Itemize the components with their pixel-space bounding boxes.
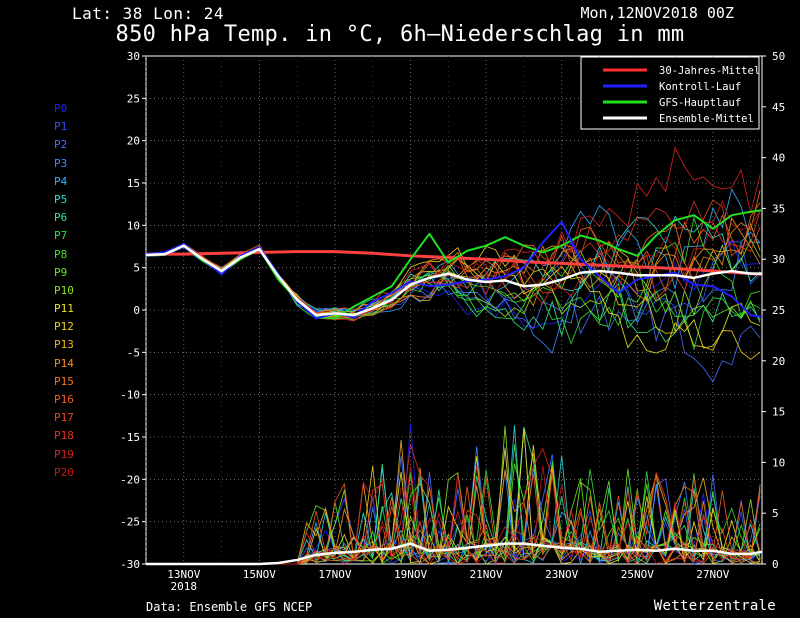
y-right-tick-label: 40 <box>772 152 785 165</box>
member-temp-line-p15 <box>145 190 761 321</box>
member-label-p10: P10 <box>54 283 74 297</box>
x-tick-label: 21NOV <box>470 568 503 581</box>
y-right-tick-label: 0 <box>772 558 779 571</box>
y-left-tick-label: -10 <box>120 389 140 402</box>
member-label-p9: P9 <box>54 265 68 279</box>
member-label-p20: P20 <box>54 465 74 479</box>
legend-entry-label: Ensemble-Mittel <box>659 113 754 125</box>
legend-entry-label: 30-Jahres-Mittel <box>659 65 760 77</box>
y-left-tick-label: -15 <box>120 431 140 444</box>
series-ensemble-mittel <box>145 244 762 317</box>
y-right-tick-label: 20 <box>772 355 785 368</box>
y-left-tick-label: -25 <box>120 516 140 529</box>
member-label-p15: P15 <box>54 374 74 388</box>
y-left-tick-label: 0 <box>133 304 140 317</box>
x-tick-label: 27NOV <box>696 568 729 581</box>
y-right-tick-label: 15 <box>772 406 785 419</box>
member-temp-line-p2 <box>145 245 761 383</box>
member-label-p4: P4 <box>54 174 68 188</box>
member-label-p3: P3 <box>54 156 68 170</box>
x-tick-label: 25NOV <box>621 568 654 581</box>
member-label-p5: P5 <box>54 192 68 206</box>
data-source-label: Data: Ensemble GFS NCEP <box>146 600 313 614</box>
member-label-p16: P16 <box>54 393 74 406</box>
y-right-tick-label: 35 <box>772 202 785 215</box>
y-left-tick-label: 10 <box>127 219 140 232</box>
member-label-p14: P14 <box>54 356 74 370</box>
x-tick-label: 19NOV <box>394 568 427 581</box>
y-left-tick-label: 5 <box>133 262 140 275</box>
y-right-tick-label: 50 <box>772 50 785 63</box>
y-left-tick-label: 20 <box>127 135 140 148</box>
location-label: Lat: 38 Lon: 24 <box>72 4 224 23</box>
y-left-tick-label: 30 <box>127 50 140 63</box>
member-label-p6: P6 <box>54 211 68 225</box>
x-tick-label: 15NOV <box>243 568 276 581</box>
member-label-p18: P18 <box>54 429 74 443</box>
y-left-tick-label: -5 <box>127 346 140 359</box>
y-right-tick-label: 25 <box>772 304 785 317</box>
y-left-tick-label: 25 <box>127 92 140 105</box>
legend-entry-label: GFS-Hauptlauf <box>659 97 741 109</box>
member-label-p11: P11 <box>54 302 74 316</box>
member-label-p17: P17 <box>54 411 74 425</box>
y-left-tick-label: -30 <box>120 558 140 571</box>
member-label-p2: P2 <box>54 138 68 152</box>
legend-entry-label: Kontroll-Lauf <box>659 81 741 93</box>
y-right-tick-label: 10 <box>772 456 785 469</box>
member-label-p8: P8 <box>54 247 68 261</box>
run-date-label: Mon,12NOV2018 00Z <box>580 4 734 22</box>
y-right-tick-label: 45 <box>772 101 785 114</box>
ensemble-member-list: P0 P1 P2 P3 P4 P5 P6 P7 P8 P9 P10 P11 P12 P13 P14 P15 P1… <box>54 100 74 482</box>
member-label-p19: P19 <box>54 447 74 461</box>
series-ensemble-mittel-niederschlag <box>146 542 763 566</box>
y-right-tick-label: 5 <box>772 507 779 520</box>
y-left-tick-label: 15 <box>127 177 140 190</box>
member-label-p0: P0 <box>54 102 68 115</box>
member-label-p7: P7 <box>54 229 68 243</box>
x-tick-label: 13NOV <box>167 568 200 581</box>
member-label-p1: P1 <box>54 120 68 134</box>
y-right-tick-label: 30 <box>772 253 785 266</box>
member-label-p13: P13 <box>54 338 74 352</box>
chart-title: 850 hPa Temp. in °C, 6h–Niederschlag in … <box>115 22 685 47</box>
brand-label: Wetterzentrale <box>653 598 776 614</box>
member-temp-line-p19 <box>145 146 761 322</box>
x-tick-label: 23NOV <box>545 568 578 581</box>
member-label-p12: P12 <box>54 320 74 334</box>
y-left-tick-label: -20 <box>120 473 140 486</box>
x-tick-label: 17NOV <box>318 568 351 581</box>
x-tick-sublabel: 2018 <box>171 580 198 593</box>
